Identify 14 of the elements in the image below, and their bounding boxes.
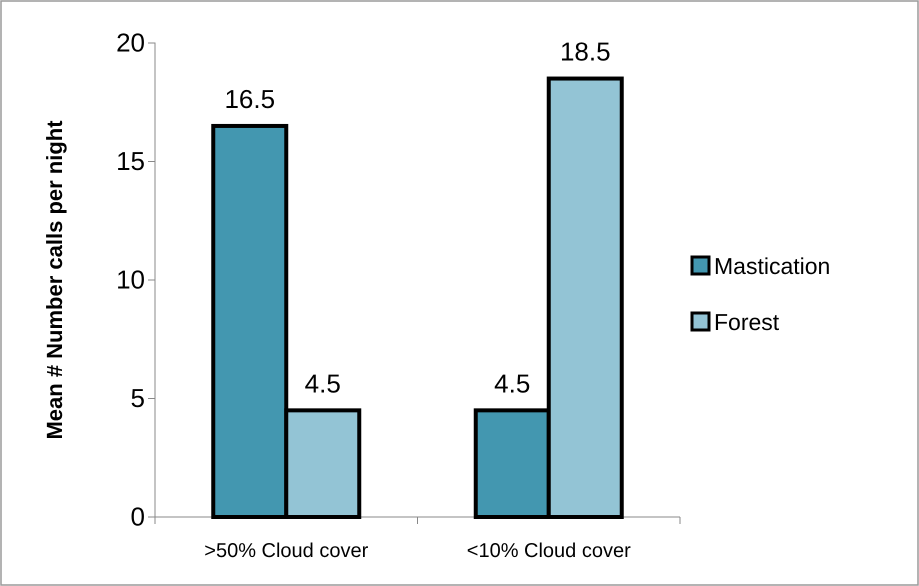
- y-tick-label: 20: [116, 27, 145, 58]
- legend-label: Forest: [714, 309, 780, 335]
- data-label: 16.5: [224, 84, 276, 114]
- x-tick-label: <10% Cloud cover: [466, 540, 632, 562]
- y-axis-title: Mean # Number calls per night: [42, 120, 67, 440]
- legend-label: Mastication: [714, 253, 830, 279]
- x-tick-label: >50% Cloud cover: [204, 540, 369, 562]
- y-tick-label: 0: [130, 501, 145, 532]
- data-label: 18.5: [560, 36, 611, 67]
- data-label: 4.5: [494, 368, 530, 398]
- y-tick-label: 10: [116, 264, 145, 294]
- y-tick-label: 15: [116, 146, 145, 176]
- y-tick-label: 5: [130, 382, 145, 413]
- data-label: 4.5: [304, 368, 341, 398]
